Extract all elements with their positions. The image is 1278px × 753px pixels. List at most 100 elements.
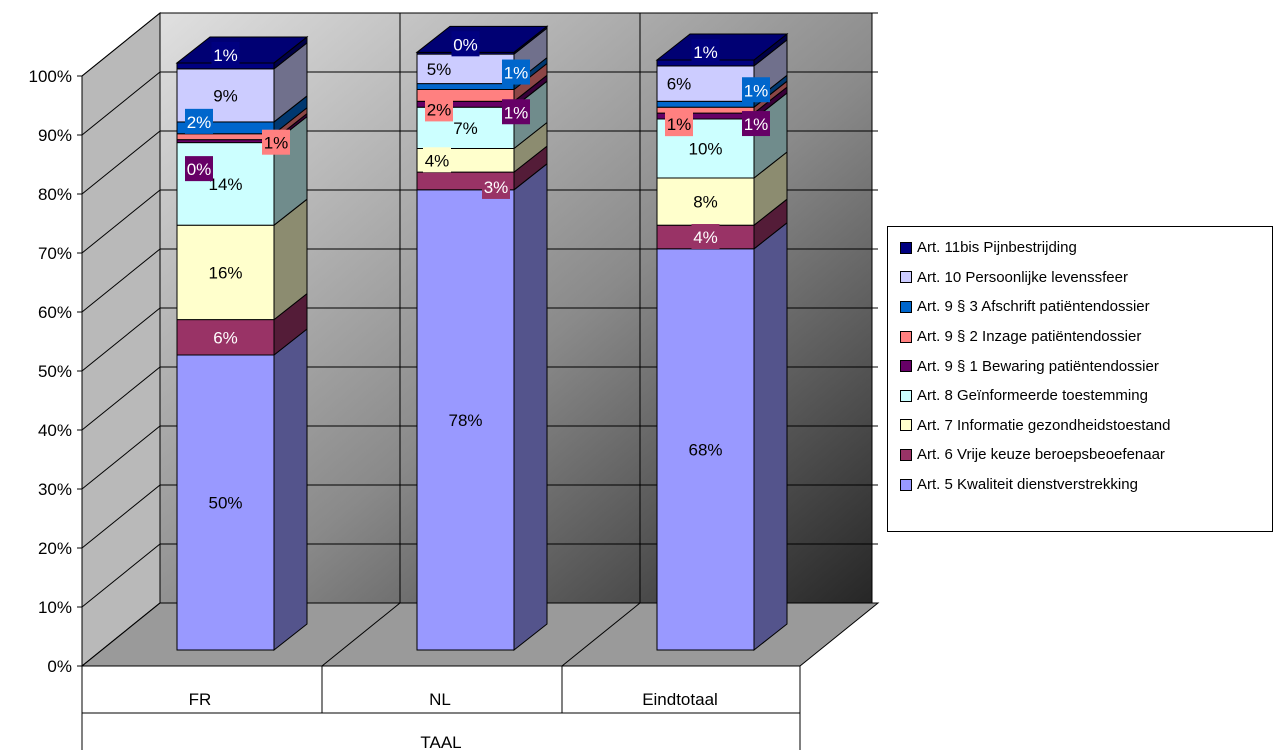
data-label: 1% [504,64,529,83]
bar-side [513,162,548,652]
bar-side [273,327,308,652]
bar-top [175,36,309,64]
y-tick-label: 70% [38,244,72,263]
gridline [81,248,878,313]
data-label: 1% [264,134,289,153]
data-label-box [262,129,290,155]
floor-divider [321,602,401,667]
y-tick-label: 90% [38,126,72,145]
legend-label: Art. 10 Persoonlijke levenssfeer [917,268,1128,286]
data-label: 6% [667,75,692,94]
legend-item: Art. 11bis Pijnbestrijding [900,233,1272,263]
bar-top [655,33,789,61]
legend-swatch [900,241,912,254]
y-tick-label: 30% [38,480,72,499]
data-label: 10% [688,140,722,159]
data-label-box [686,436,725,462]
legend-item: Art. 9 § 3 Afschrift patiëntendossier [900,292,1272,322]
data-label-box [206,259,245,285]
legend-label: Art. 9 § 2 Inzage patiëntendossier [917,328,1142,346]
gridline [81,602,878,667]
data-label: 1% [213,46,238,65]
data-label: 8% [693,193,718,212]
data-label: 6% [213,328,238,347]
data-label: 16% [208,263,242,282]
legend-item: Art. 5 Kwaliteit dienstverstrekking [900,470,1272,500]
data-label-box [742,111,770,137]
data-label: 4% [425,151,450,170]
data-label-box [691,224,720,249]
y-tick-label: 50% [38,362,72,381]
y-tick-label: 80% [38,185,72,204]
data-label-box [482,173,510,199]
gridline [81,543,878,608]
data-label-box [206,489,245,515]
data-label: 7% [453,119,478,138]
legend-item: Art. 8 Geïnformeerde toestemming [900,381,1272,411]
data-label: 1% [693,43,718,62]
legend-swatch [900,360,912,373]
y-tick-label: 100% [29,67,72,86]
data-label: 0% [187,160,212,179]
y-tick-label: 60% [38,303,72,322]
legend-label: Art. 6 Vrije keuze beroepsbeoefenaar [917,446,1165,464]
data-label: 3% [484,178,509,197]
data-label: 1% [744,81,769,100]
data-label-box [211,324,240,350]
data-label-box [211,82,240,108]
legend-item: Art. 7 Informatie gezondheidstoestand [900,411,1272,441]
y-tick-label: 0% [47,657,72,676]
legend-label: Art. 5 Kwaliteit dienstverstrekking [917,476,1138,494]
data-label-box [451,114,480,140]
y-tick-label: 20% [38,539,72,558]
legend-swatch [900,330,912,343]
bar-segment [656,100,755,108]
gridline [81,366,878,431]
data-label-box [446,406,485,432]
legend-swatch [900,389,912,402]
legend-item: Art. 6 Vrije keuze beroepsbeoefenaar [900,440,1272,470]
data-label: 2% [427,100,452,119]
legend-item: Art. 9 § 1 Bewaring patiëntendossier [900,351,1272,381]
data-label: 0% [453,35,478,54]
legend-swatch [900,271,912,284]
x-category-label: FR [189,690,212,709]
data-label-box [423,147,451,173]
legend-item: Art. 9 § 2 Inzage patiëntendossier [900,322,1272,352]
data-label: 2% [187,113,212,132]
gridline [81,189,878,254]
gridline [81,307,878,372]
data-label-box [425,96,453,122]
data-label-box [185,108,213,134]
legend-swatch [900,478,912,491]
data-label: 78% [448,411,482,430]
data-label-box [502,99,530,125]
data-label-box [211,41,240,67]
data-label: 5% [427,60,452,79]
x-group-label: TAAL [420,733,461,752]
y-tick-label: 10% [38,598,72,617]
gridline [81,130,878,195]
x-category-label: Eindtotaal [642,690,718,709]
gridline [81,12,878,77]
data-label: 68% [688,440,722,459]
bar-segment [416,83,515,90]
bar-top [415,25,549,53]
legend-swatch [900,300,912,313]
data-label-box [691,39,720,64]
data-label-box [691,188,720,214]
data-label: 4% [693,228,718,247]
data-label: 1% [667,115,692,134]
data-label-box [185,156,213,182]
x-category-label: NL [429,690,451,709]
data-label-box [665,70,693,96]
data-label-box [451,31,480,57]
data-label: 1% [744,115,769,134]
data-label: 9% [213,86,238,105]
legend-label: Art. 11bis Pijnbestrijding [917,239,1077,257]
data-label: 1% [504,103,529,122]
data-label-box [742,77,770,103]
gridline [81,71,878,136]
